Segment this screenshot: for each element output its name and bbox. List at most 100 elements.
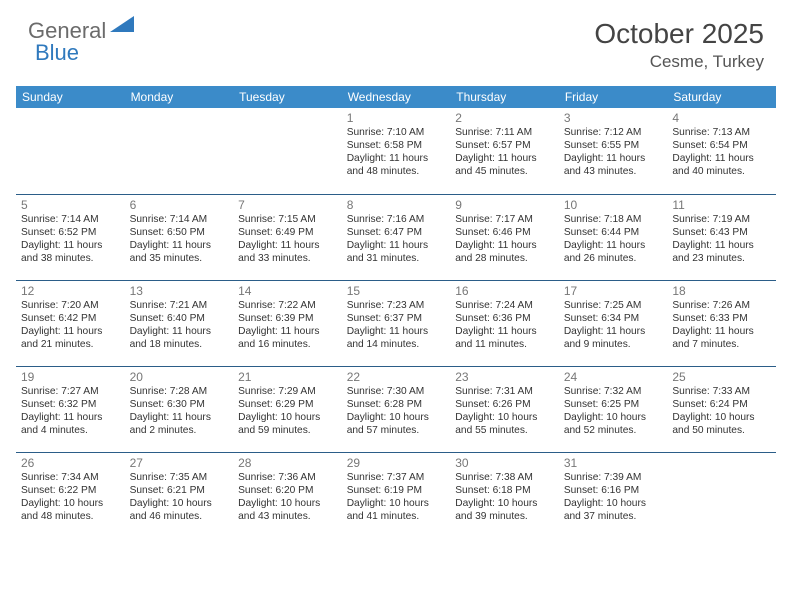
calendar-day-cell: 15Sunrise: 7:23 AMSunset: 6:37 PMDayligh… — [342, 280, 451, 366]
sunrise-line: Sunrise: 7:35 AM — [130, 471, 229, 484]
daylight-line-2: and 38 minutes. — [21, 252, 120, 265]
calendar-day-cell — [125, 108, 234, 194]
logo-text-blue: Blue — [35, 40, 79, 65]
sunrise-line: Sunrise: 7:20 AM — [21, 299, 120, 312]
daylight-line-1: Daylight: 11 hours — [455, 152, 554, 165]
day-number: 25 — [672, 370, 771, 384]
calendar-day-cell: 14Sunrise: 7:22 AMSunset: 6:39 PMDayligh… — [233, 280, 342, 366]
day-number: 14 — [238, 284, 337, 298]
day-number: 24 — [564, 370, 663, 384]
day-number: 11 — [672, 198, 771, 212]
sunrise-line: Sunrise: 7:29 AM — [238, 385, 337, 398]
daylight-line-2: and 7 minutes. — [672, 338, 771, 351]
sunrise-line: Sunrise: 7:24 AM — [455, 299, 554, 312]
day-header: Thursday — [450, 86, 559, 108]
month-title: October 2025 — [594, 18, 764, 50]
day-number: 8 — [347, 198, 446, 212]
sunset-line: Sunset: 6:47 PM — [347, 226, 446, 239]
day-number: 28 — [238, 456, 337, 470]
daylight-line-1: Daylight: 11 hours — [21, 325, 120, 338]
daylight-line-2: and 40 minutes. — [672, 165, 771, 178]
daylight-line-1: Daylight: 10 hours — [130, 497, 229, 510]
day-header-row: SundayMondayTuesdayWednesdayThursdayFrid… — [16, 86, 776, 108]
sunrise-line: Sunrise: 7:15 AM — [238, 213, 337, 226]
calendar-day-cell: 23Sunrise: 7:31 AMSunset: 6:26 PMDayligh… — [450, 366, 559, 452]
sunrise-line: Sunrise: 7:12 AM — [564, 126, 663, 139]
calendar-table: SundayMondayTuesdayWednesdayThursdayFrid… — [16, 86, 776, 538]
daylight-line-1: Daylight: 11 hours — [564, 152, 663, 165]
calendar-day-cell: 9Sunrise: 7:17 AMSunset: 6:46 PMDaylight… — [450, 194, 559, 280]
day-header: Friday — [559, 86, 668, 108]
sunrise-line: Sunrise: 7:31 AM — [455, 385, 554, 398]
day-number: 13 — [130, 284, 229, 298]
sunset-line: Sunset: 6:46 PM — [455, 226, 554, 239]
calendar-day-cell: 18Sunrise: 7:26 AMSunset: 6:33 PMDayligh… — [667, 280, 776, 366]
sunset-line: Sunset: 6:55 PM — [564, 139, 663, 152]
calendar-day-cell: 6Sunrise: 7:14 AMSunset: 6:50 PMDaylight… — [125, 194, 234, 280]
sunrise-line: Sunrise: 7:34 AM — [21, 471, 120, 484]
sunrise-line: Sunrise: 7:25 AM — [564, 299, 663, 312]
daylight-line-2: and 46 minutes. — [130, 510, 229, 523]
calendar-day-cell: 4Sunrise: 7:13 AMSunset: 6:54 PMDaylight… — [667, 108, 776, 194]
sunrise-line: Sunrise: 7:22 AM — [238, 299, 337, 312]
sunrise-line: Sunrise: 7:21 AM — [130, 299, 229, 312]
day-number: 27 — [130, 456, 229, 470]
calendar-day-cell: 2Sunrise: 7:11 AMSunset: 6:57 PMDaylight… — [450, 108, 559, 194]
sunset-line: Sunset: 6:36 PM — [455, 312, 554, 325]
daylight-line-1: Daylight: 10 hours — [238, 411, 337, 424]
daylight-line-2: and 57 minutes. — [347, 424, 446, 437]
calendar-day-cell: 5Sunrise: 7:14 AMSunset: 6:52 PMDaylight… — [16, 194, 125, 280]
daylight-line-2: and 52 minutes. — [564, 424, 663, 437]
calendar-day-cell: 11Sunrise: 7:19 AMSunset: 6:43 PMDayligh… — [667, 194, 776, 280]
sunset-line: Sunset: 6:42 PM — [21, 312, 120, 325]
sunrise-line: Sunrise: 7:23 AM — [347, 299, 446, 312]
sunset-line: Sunset: 6:20 PM — [238, 484, 337, 497]
sunset-line: Sunset: 6:18 PM — [455, 484, 554, 497]
header: General October 2025 Cesme, Turkey — [0, 0, 792, 80]
sunset-line: Sunset: 6:58 PM — [347, 139, 446, 152]
calendar-day-cell: 19Sunrise: 7:27 AMSunset: 6:32 PMDayligh… — [16, 366, 125, 452]
day-number: 23 — [455, 370, 554, 384]
calendar-week-row: 19Sunrise: 7:27 AMSunset: 6:32 PMDayligh… — [16, 366, 776, 452]
daylight-line-1: Daylight: 11 hours — [238, 325, 337, 338]
daylight-line-1: Daylight: 11 hours — [347, 325, 446, 338]
sunrise-line: Sunrise: 7:14 AM — [21, 213, 120, 226]
sunrise-line: Sunrise: 7:32 AM — [564, 385, 663, 398]
day-number: 17 — [564, 284, 663, 298]
daylight-line-1: Daylight: 11 hours — [347, 152, 446, 165]
daylight-line-1: Daylight: 10 hours — [21, 497, 120, 510]
sunset-line: Sunset: 6:37 PM — [347, 312, 446, 325]
sunset-line: Sunset: 6:52 PM — [21, 226, 120, 239]
day-number: 3 — [564, 111, 663, 125]
daylight-line-2: and 48 minutes. — [347, 165, 446, 178]
daylight-line-1: Daylight: 11 hours — [130, 411, 229, 424]
calendar-day-cell: 24Sunrise: 7:32 AMSunset: 6:25 PMDayligh… — [559, 366, 668, 452]
day-number: 31 — [564, 456, 663, 470]
calendar-day-cell: 3Sunrise: 7:12 AMSunset: 6:55 PMDaylight… — [559, 108, 668, 194]
sunset-line: Sunset: 6:16 PM — [564, 484, 663, 497]
calendar-day-cell: 26Sunrise: 7:34 AMSunset: 6:22 PMDayligh… — [16, 452, 125, 538]
daylight-line-1: Daylight: 11 hours — [21, 411, 120, 424]
calendar-day-cell: 17Sunrise: 7:25 AMSunset: 6:34 PMDayligh… — [559, 280, 668, 366]
calendar-week-row: 5Sunrise: 7:14 AMSunset: 6:52 PMDaylight… — [16, 194, 776, 280]
daylight-line-2: and 39 minutes. — [455, 510, 554, 523]
daylight-line-2: and 2 minutes. — [130, 424, 229, 437]
day-header: Sunday — [16, 86, 125, 108]
sunset-line: Sunset: 6:57 PM — [455, 139, 554, 152]
sunrise-line: Sunrise: 7:17 AM — [455, 213, 554, 226]
sunrise-line: Sunrise: 7:37 AM — [347, 471, 446, 484]
daylight-line-1: Daylight: 11 hours — [21, 239, 120, 252]
daylight-line-2: and 35 minutes. — [130, 252, 229, 265]
daylight-line-2: and 23 minutes. — [672, 252, 771, 265]
calendar-week-row: 12Sunrise: 7:20 AMSunset: 6:42 PMDayligh… — [16, 280, 776, 366]
sunset-line: Sunset: 6:19 PM — [347, 484, 446, 497]
daylight-line-2: and 48 minutes. — [21, 510, 120, 523]
calendar-day-cell: 10Sunrise: 7:18 AMSunset: 6:44 PMDayligh… — [559, 194, 668, 280]
day-number: 19 — [21, 370, 120, 384]
daylight-line-2: and 43 minutes. — [238, 510, 337, 523]
daylight-line-1: Daylight: 11 hours — [564, 239, 663, 252]
sunset-line: Sunset: 6:30 PM — [130, 398, 229, 411]
calendar-day-cell — [233, 108, 342, 194]
calendar-day-cell: 16Sunrise: 7:24 AMSunset: 6:36 PMDayligh… — [450, 280, 559, 366]
sunrise-line: Sunrise: 7:38 AM — [455, 471, 554, 484]
